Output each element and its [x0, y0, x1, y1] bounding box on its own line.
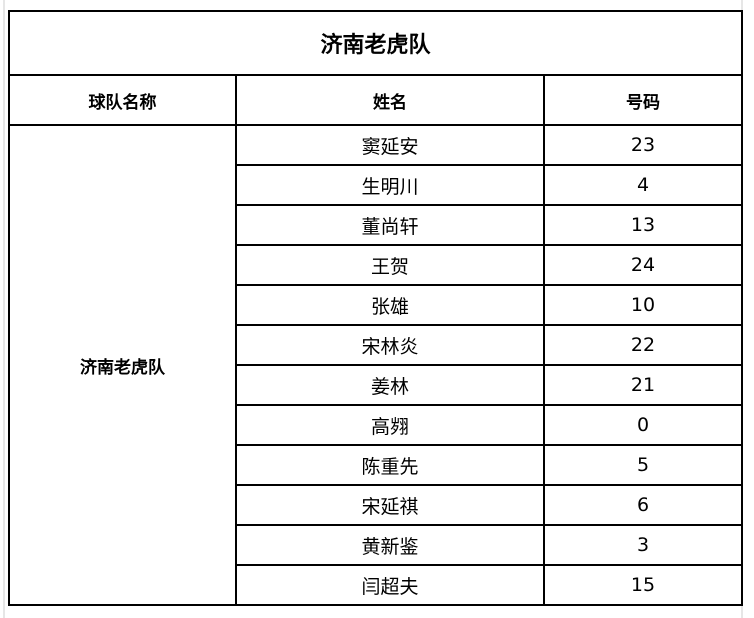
- header-name: 姓名: [235, 74, 545, 126]
- table-row: 陈重先 5: [9, 444, 743, 486]
- player-number: 0: [543, 404, 743, 446]
- player-name: 董尚轩: [235, 204, 545, 246]
- player-number: 24: [543, 244, 743, 286]
- player-number: 15: [543, 564, 743, 606]
- table-title: 济南老虎队: [8, 10, 743, 76]
- player-number: 5: [543, 444, 743, 486]
- table-row: 闫超夫 15: [9, 564, 743, 606]
- player-number: 6: [543, 484, 743, 526]
- table-row: 张雄 10: [9, 284, 743, 326]
- table-row: 黄新鉴 3: [9, 524, 743, 566]
- player-name: 宋延祺: [235, 484, 545, 526]
- header-team: 球队名称: [8, 74, 237, 126]
- table-row: 宋林炎 22: [9, 324, 743, 366]
- player-number: 13: [543, 204, 743, 246]
- table-row: 董尚轩 13: [9, 204, 743, 246]
- table-row: 生明川 4: [9, 164, 743, 206]
- player-name: 生明川: [235, 164, 545, 206]
- player-name: 姜林: [235, 364, 545, 406]
- header-number: 号码: [543, 74, 743, 126]
- player-name: 宋林炎: [235, 324, 545, 366]
- player-number: 21: [543, 364, 743, 406]
- roster-table: 济南老虎队 球队名称 姓名 号码 济南老虎队 窦延安 23 生明川 4 董尚轩 13 王贺 24…: [8, 10, 743, 606]
- page-edge-left: [3, 0, 5, 618]
- player-name: 黄新鉴: [235, 524, 545, 566]
- table-row: 王贺 24: [9, 244, 743, 286]
- player-name: 张雄: [235, 284, 545, 326]
- table-body: 济南老虎队 窦延安 23 生明川 4 董尚轩 13 王贺 24 张雄 10 宋林炎 22 姜林 21 高翙 0 陈…: [8, 124, 743, 606]
- table-row: 姜林 21: [9, 364, 743, 406]
- table-row: 宋延祺 6: [9, 484, 743, 526]
- page-edge-right: [741, 0, 743, 618]
- player-name: 闫超夫: [235, 564, 545, 606]
- player-name: 窦延安: [235, 124, 545, 166]
- player-number: 3: [543, 524, 743, 566]
- player-number: 10: [543, 284, 743, 326]
- player-number: 4: [543, 164, 743, 206]
- team-name-cell: 济南老虎队: [8, 124, 237, 606]
- player-name: 王贺: [235, 244, 545, 286]
- player-name: 高翙: [235, 404, 545, 446]
- player-number: 23: [543, 124, 743, 166]
- table-row: 高翙 0: [9, 404, 743, 446]
- player-name: 陈重先: [235, 444, 545, 486]
- table-row: 济南老虎队 窦延安 23: [8, 124, 743, 606]
- player-number: 22: [543, 324, 743, 366]
